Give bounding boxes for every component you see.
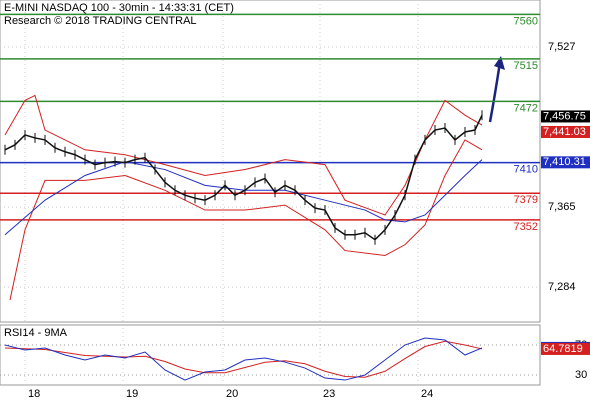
arrow-head [494, 56, 505, 70]
x-tick-label: 23 [323, 388, 335, 400]
level-label: 7379 [514, 194, 538, 206]
x-tick-label: 18 [28, 388, 40, 400]
price-label-box [541, 110, 590, 123]
rsi-title: RSI14 - 9MA [4, 327, 68, 339]
rsi-label-box [541, 342, 590, 355]
price-label: 7,441.03 [543, 126, 586, 138]
price-label-box [541, 125, 590, 138]
chart-title: E-MINI NASDAQ 100 - 30min - 14:33:31 (CE… [4, 2, 234, 14]
level-label: 7560 [514, 15, 538, 27]
level-label: 7410 [514, 164, 538, 176]
y-tick-label: 7,284 [548, 281, 576, 293]
level-label: 7352 [514, 221, 538, 233]
chart-subtitle: Research © 2018 TRADING CENTRAL [4, 15, 197, 27]
x-tick-label: 19 [126, 388, 138, 400]
y-tick-label: 7,527 [548, 41, 576, 53]
x-tick-label: 24 [421, 388, 433, 400]
rsi-line [4, 337, 483, 381]
rsi-tick-label: 30 [575, 369, 587, 381]
price-label-box [541, 156, 590, 169]
level-label: 7472 [514, 102, 538, 114]
y-tick-label: 7,365 [548, 201, 576, 213]
main-panel [0, 0, 541, 323]
rsi-label: 64.7819 [543, 343, 583, 355]
upper-band [4, 94, 483, 216]
price-label: 7,456.75 [543, 110, 586, 122]
level-label: 7515 [514, 60, 538, 72]
rsi-ma-line [4, 340, 483, 378]
x-tick-label: 20 [226, 388, 238, 400]
rsi-panel [0, 324, 541, 386]
price-label: 7,410.31 [543, 156, 586, 168]
